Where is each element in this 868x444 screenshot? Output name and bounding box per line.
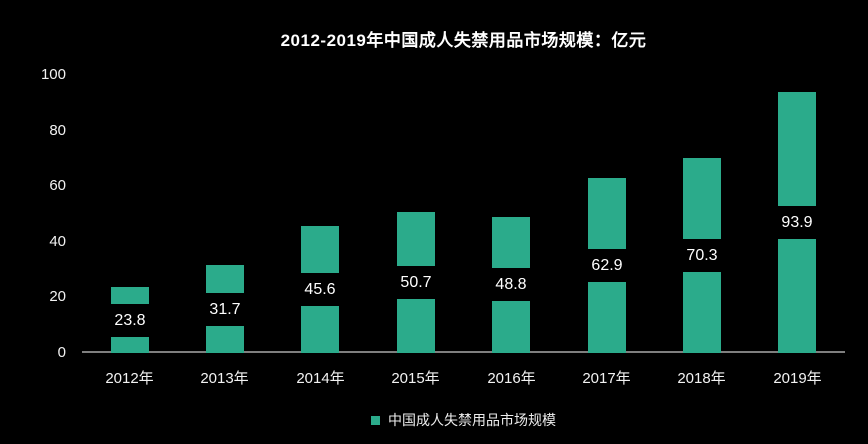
x-tick-label-2017年: 2017年 [582, 370, 631, 387]
bar-2015年: 50.7 [395, 212, 437, 353]
bar-value-label: 45.6 [304, 280, 336, 298]
bar-value-label: 70.3 [686, 246, 718, 264]
bar-value-band: 50.7 [395, 266, 437, 299]
bar-2016年: 48.8 [490, 217, 532, 353]
plot-area: 23.8 31.7 45.6 50.7 48.8 62.9 70.3 93.9 [82, 75, 845, 353]
bar-2017年: 62.9 [586, 178, 628, 353]
bar-value-band: 62.9 [586, 249, 628, 282]
bar-value-label: 48.8 [495, 275, 527, 293]
bar-value-band: 45.6 [299, 273, 341, 306]
bar-value-label: 31.7 [209, 300, 241, 318]
y-tick-label: 100 [40, 66, 66, 83]
bar-value-label: 23.8 [114, 311, 146, 329]
bar-value-band: 23.8 [109, 304, 151, 337]
legend-swatch-icon [371, 415, 380, 425]
bar-value-label: 50.7 [400, 273, 432, 291]
bar-value-band: 48.8 [490, 268, 532, 301]
y-tick-label: 20 [49, 288, 66, 306]
x-tick-label-2012年: 2012年 [105, 370, 154, 387]
bar-value-label: 62.9 [591, 256, 623, 274]
x-tick-label-2016年: 2016年 [487, 370, 536, 387]
x-tick-label-2019年: 2019年 [773, 370, 822, 387]
y-tick-label: 40 [49, 232, 66, 250]
bar-2013年: 31.7 [204, 265, 246, 353]
bar-value-band: 93.9 [776, 206, 818, 239]
x-tick-label-2018年: 2018年 [677, 370, 726, 387]
x-tick-label-2013年: 2013年 [200, 370, 249, 387]
chart-title: 2012-2019年中国成人失禁用品市场规模：亿元 [280, 31, 647, 50]
bar-2014年: 45.6 [299, 226, 341, 353]
bar-2018年: 70.3 [681, 158, 723, 353]
legend-label: 中国成人失禁用品市场规模 [388, 412, 556, 428]
legend: 中国成人失禁用品市场规模 [82, 412, 845, 428]
bar-2012年: 23.8 [109, 287, 151, 353]
bar-value-band: 31.7 [204, 293, 246, 326]
y-tick-label: 60 [49, 177, 66, 195]
x-axis-line [82, 351, 845, 353]
bar-value-band: 70.3 [681, 239, 723, 272]
bar-2019年: 93.9 [776, 92, 818, 353]
y-tick-label: 80 [49, 121, 66, 139]
x-tick-label-2015年: 2015年 [391, 370, 440, 387]
y-tick-label: 0 [57, 344, 66, 361]
x-tick-label-2014年: 2014年 [296, 370, 345, 387]
bar-value-label: 93.9 [781, 213, 813, 231]
